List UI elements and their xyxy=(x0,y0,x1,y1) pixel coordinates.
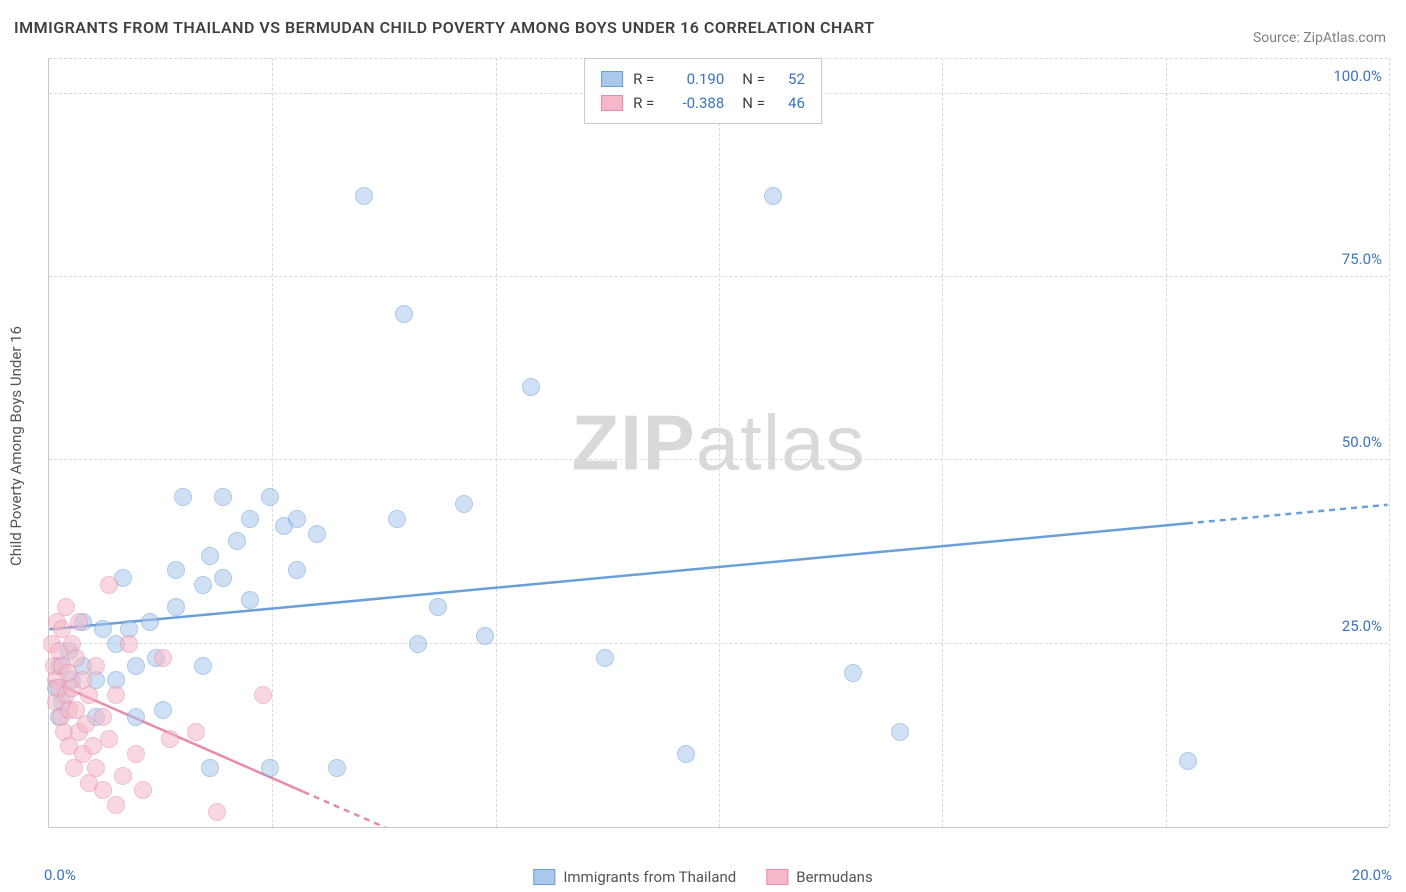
series-name: Immigrants from Thailand xyxy=(563,868,736,886)
watermark-light: atlas xyxy=(696,398,866,486)
y-tick-label: 100.0% xyxy=(1333,67,1382,85)
scatter-point xyxy=(596,649,614,667)
scatter-point xyxy=(288,510,306,528)
scatter-point xyxy=(891,723,909,741)
scatter-point xyxy=(194,576,212,594)
scatter-point xyxy=(261,759,279,777)
chart-title: IMMIGRANTS FROM THAILAND VS BERMUDAN CHI… xyxy=(14,18,875,37)
series-name: Bermudans xyxy=(796,868,872,886)
legend-r-label: R = xyxy=(633,91,654,115)
scatter-point xyxy=(476,627,494,645)
legend-r-label: R = xyxy=(633,67,654,91)
scatter-point xyxy=(70,613,88,631)
scatter-point xyxy=(57,598,75,616)
scatter-point xyxy=(201,759,219,777)
scatter-point xyxy=(87,759,105,777)
scatter-point xyxy=(208,803,226,821)
scatter-point xyxy=(77,715,95,733)
scatter-point xyxy=(87,657,105,675)
x-tick-max: 20.0% xyxy=(1352,866,1392,884)
series-legend-item: Immigrants from Thailand xyxy=(533,868,736,886)
legend-r-value: -0.388 xyxy=(664,91,724,115)
legend-n-value: 52 xyxy=(775,67,805,91)
scatter-point xyxy=(167,561,185,579)
correlation-legend: R = 0.190 N = 52 R = -0.388 N = 46 xyxy=(584,58,822,124)
gridline-v xyxy=(942,58,943,827)
scatter-point xyxy=(127,745,145,763)
scatter-point xyxy=(214,488,232,506)
scatter-point xyxy=(107,686,125,704)
scatter-point xyxy=(100,576,118,594)
scatter-point xyxy=(84,737,102,755)
scatter-point xyxy=(261,488,279,506)
y-tick-label: 50.0% xyxy=(1342,433,1382,451)
legend-n-label: N = xyxy=(742,91,765,115)
scatter-point xyxy=(120,635,138,653)
legend-n-value: 46 xyxy=(775,91,805,115)
scatter-point xyxy=(328,759,346,777)
scatter-point xyxy=(127,657,145,675)
source-label: Source: ZipAtlas.com xyxy=(1253,30,1386,46)
legend-row: R = -0.388 N = 46 xyxy=(601,91,805,115)
scatter-point xyxy=(107,796,125,814)
scatter-point xyxy=(395,305,413,323)
scatter-point xyxy=(288,561,306,579)
scatter-point xyxy=(254,686,272,704)
legend-swatch xyxy=(766,869,788,885)
legend-n-label: N = xyxy=(742,67,765,91)
scatter-point xyxy=(388,510,406,528)
scatter-point xyxy=(228,532,246,550)
scatter-point xyxy=(241,591,259,609)
gridline-v xyxy=(272,58,273,827)
scatter-point xyxy=(522,378,540,396)
legend-r-value: 0.190 xyxy=(664,67,724,91)
series-legend-item: Bermudans xyxy=(766,868,872,886)
scatter-point xyxy=(100,730,118,748)
gridline-v xyxy=(1389,58,1390,827)
scatter-point xyxy=(201,547,219,565)
scatter-point xyxy=(409,635,427,653)
gridline-v xyxy=(719,58,720,827)
scatter-point xyxy=(94,620,112,638)
scatter-point xyxy=(94,708,112,726)
scatter-point xyxy=(167,598,185,616)
y-tick-label: 75.0% xyxy=(1342,250,1382,268)
gridline-v xyxy=(1166,58,1167,827)
scatter-point xyxy=(1179,752,1197,770)
scatter-point xyxy=(67,649,85,667)
series-legend: Immigrants from Thailand Bermudans xyxy=(533,868,872,886)
scatter-point xyxy=(844,664,862,682)
legend-swatch xyxy=(533,869,555,885)
scatter-point xyxy=(161,730,179,748)
scatter-point xyxy=(429,598,447,616)
legend-row: R = 0.190 N = 52 xyxy=(601,67,805,91)
scatter-point xyxy=(308,525,326,543)
legend-swatch xyxy=(601,71,623,87)
legend-swatch xyxy=(601,95,623,111)
scatter-point xyxy=(141,613,159,631)
y-axis-label: Child Poverty Among Boys Under 16 xyxy=(7,326,25,566)
scatter-point xyxy=(80,686,98,704)
gridline-v xyxy=(496,58,497,827)
scatter-point xyxy=(174,488,192,506)
scatter-point xyxy=(154,701,172,719)
scatter-point xyxy=(355,187,373,205)
scatter-point xyxy=(127,708,145,726)
scatter-point xyxy=(241,510,259,528)
scatter-point xyxy=(114,767,132,785)
scatter-point xyxy=(194,657,212,675)
x-tick-min: 0.0% xyxy=(44,866,76,884)
scatter-point xyxy=(94,781,112,799)
watermark-bold: ZIP xyxy=(571,398,695,486)
scatter-point xyxy=(214,569,232,587)
y-tick-label: 25.0% xyxy=(1342,617,1382,635)
scatter-point xyxy=(187,723,205,741)
scatter-point xyxy=(154,649,172,667)
plot-area: ZIPatlas 25.0% 50.0% 75.0% 100.0% xyxy=(48,58,1388,828)
scatter-point xyxy=(455,495,473,513)
scatter-point xyxy=(677,745,695,763)
scatter-point xyxy=(764,187,782,205)
scatter-point xyxy=(134,781,152,799)
